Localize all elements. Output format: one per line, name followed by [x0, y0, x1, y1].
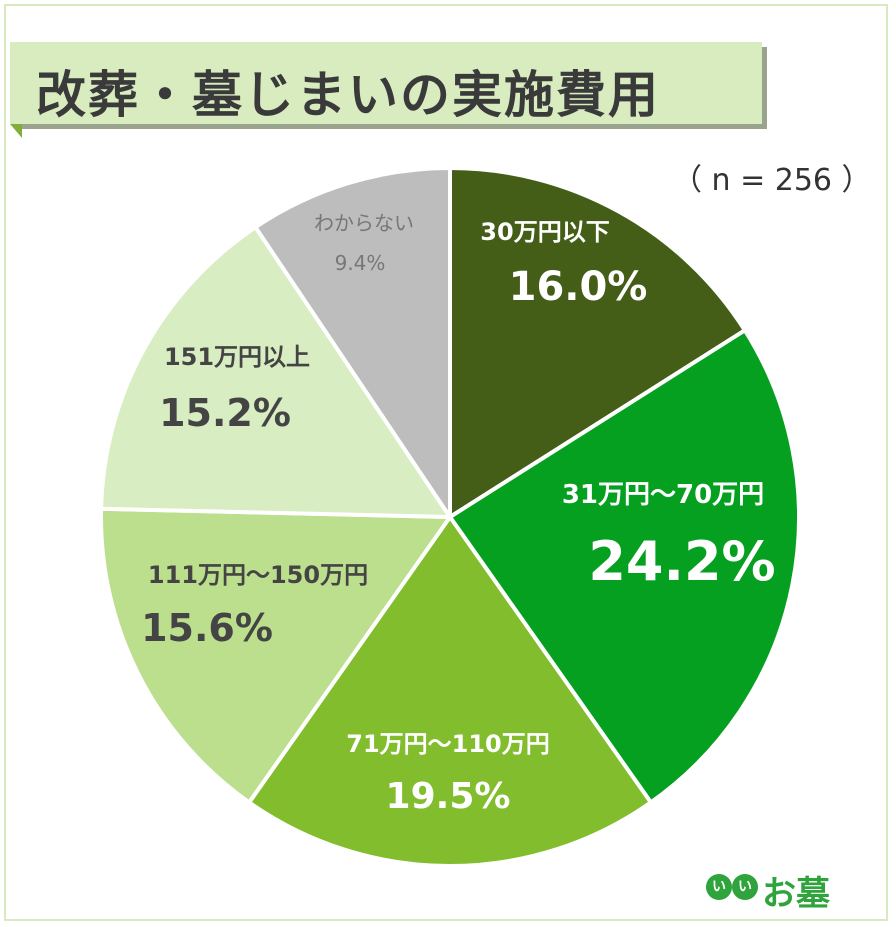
slice-label: わからない — [314, 211, 414, 235]
slice-value-label: 15.6% — [141, 606, 273, 650]
title-banner-tab — [10, 124, 22, 138]
chart-title: 改葬・墓じまいの実施費用 — [36, 66, 660, 124]
sample-size-label: （ n = 256 ） — [672, 163, 872, 198]
slice-label: 31万円～70万円 — [562, 480, 764, 510]
pie-slice — [99, 506, 452, 805]
slice-value-label: 9.4% — [335, 251, 386, 275]
slice-label: 71万円～110万円 — [346, 730, 550, 758]
pie-slice — [448, 328, 801, 805]
brand-logo: い い お墓 — [706, 866, 846, 914]
pie-slice — [247, 515, 653, 868]
pie-slice — [253, 166, 452, 519]
slice-label: 111万円～150万円 — [148, 561, 368, 589]
slice-value-label: 19.5% — [386, 776, 511, 817]
logo-badge-icon: い — [732, 874, 758, 900]
slice-value-label: 16.0% — [509, 264, 648, 310]
slice-label: 151万円以上 — [164, 343, 310, 371]
slice-label: 30万円以下 — [480, 218, 609, 246]
logo-text: お墓 — [762, 874, 830, 914]
pie-slice — [448, 166, 747, 519]
slice-value-label: 15.2% — [159, 391, 291, 435]
chart-frame — [4, 4, 888, 921]
pie-slice — [99, 225, 452, 519]
title-banner — [10, 42, 762, 124]
slice-value-label: 24.2% — [588, 530, 775, 593]
logo-badge-icon: い — [706, 874, 732, 900]
